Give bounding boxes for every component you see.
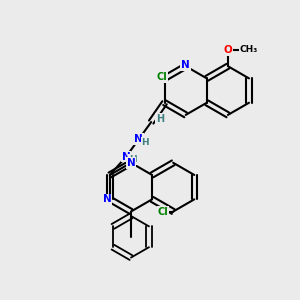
Text: N: N — [127, 158, 135, 168]
Text: N: N — [134, 134, 143, 144]
Text: H: H — [129, 155, 136, 164]
Text: O: O — [224, 45, 232, 55]
Text: Cl: Cl — [158, 206, 168, 217]
Text: H: H — [156, 114, 164, 124]
Text: H: H — [141, 138, 149, 147]
Text: N: N — [103, 194, 111, 204]
Text: N: N — [181, 60, 190, 70]
Text: Cl: Cl — [157, 72, 168, 82]
Text: N: N — [122, 152, 130, 161]
Text: CH₃: CH₃ — [240, 45, 258, 54]
